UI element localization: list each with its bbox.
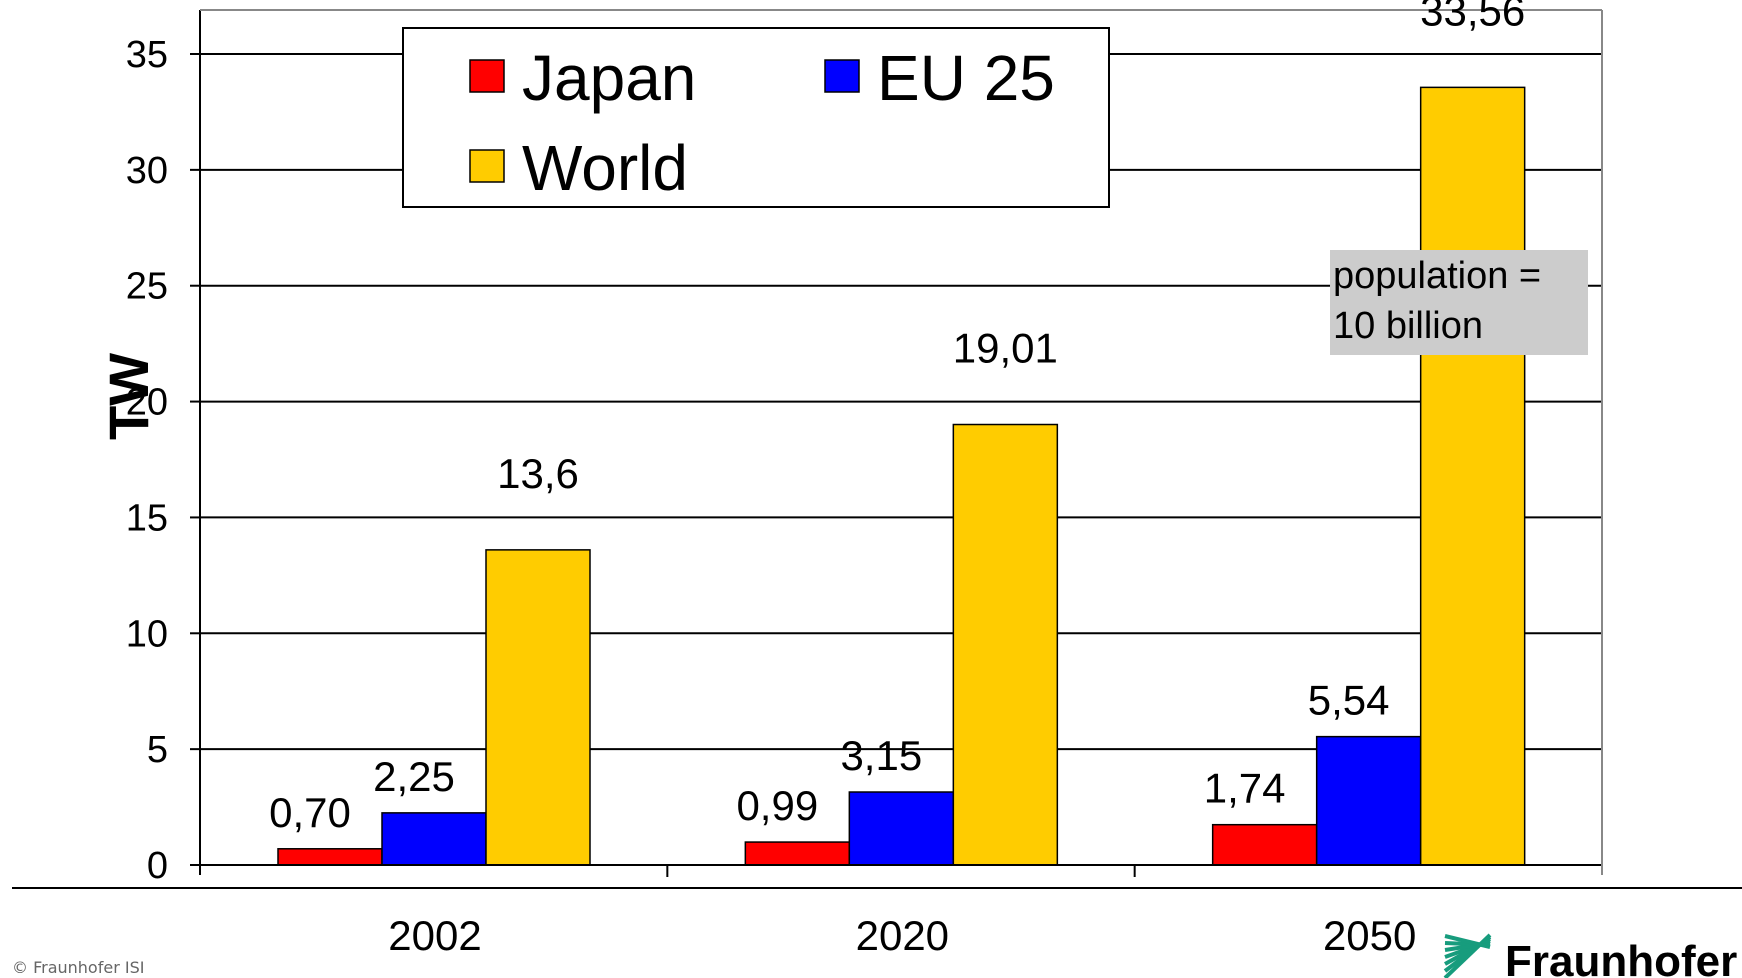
y-tick-label: 30 <box>126 150 168 192</box>
y-tick-label: 10 <box>126 613 168 655</box>
y-tick-label: 25 <box>126 266 168 308</box>
data-label: 1,74 <box>1204 765 1286 812</box>
logo-stripe <box>1444 934 1491 949</box>
data-label: 0,70 <box>269 789 351 836</box>
legend-box <box>402 27 1110 208</box>
data-label: 33,56 <box>1420 0 1525 34</box>
y-tick-label: 15 <box>126 497 168 539</box>
data-labels: 0,70 2,25 13,6 0,99 3,15 19,01 1,74 5,54 33,56 <box>269 0 1525 836</box>
legend-swatch-eu-25 <box>824 59 860 93</box>
fraunhofer-logo: Fraunhofer <box>1443 933 1737 978</box>
annotation-line-1: population = <box>1333 255 1541 297</box>
bar-world <box>952 423 1059 866</box>
annotation-line-2: 10 billion <box>1333 305 1483 347</box>
data-label: 5,54 <box>1308 677 1390 724</box>
bar-world <box>1419 86 1526 866</box>
bar-eu-25 <box>381 812 487 866</box>
bar-eu-25 <box>1315 735 1422 866</box>
data-label: 13,6 <box>497 450 579 497</box>
bar-eu-25 <box>848 791 955 866</box>
copyright-notice: © Fraunhofer ISI <box>12 958 145 977</box>
legend-label: EU 25 <box>877 42 1055 114</box>
x-tick-label: 2002 <box>388 912 481 959</box>
data-label: 19,01 <box>953 325 1058 372</box>
x-tick-labels: 2002 2020 2050 <box>388 912 1416 959</box>
data-label: 3,15 <box>840 732 922 779</box>
bar-japan <box>744 841 851 866</box>
bar-japan <box>1211 823 1318 866</box>
y-tick-label: 0 <box>147 845 168 887</box>
legend-label: World <box>522 132 688 204</box>
data-label: 0,99 <box>736 782 818 829</box>
legend: Japan EU 25 World <box>402 27 1110 208</box>
legend-swatch-world <box>469 149 505 183</box>
legend-swatch-japan <box>469 59 505 93</box>
legend-label: Japan <box>522 42 696 114</box>
y-tick-labels: 0 5 10 15 20 25 30 35 <box>126 34 168 887</box>
bar-japan <box>277 848 383 866</box>
data-label: 2,25 <box>373 753 455 800</box>
bars-group <box>277 86 1526 866</box>
x-tick-label: 2050 <box>1323 912 1416 959</box>
annotation-background <box>1330 250 1588 355</box>
fraunhofer-logo-icon <box>1443 933 1492 978</box>
y-tick-label: 20 <box>126 382 168 424</box>
y-tick-label: 35 <box>126 34 168 76</box>
x-tick-label: 2020 <box>856 912 949 959</box>
bar-world <box>485 549 591 866</box>
y-tick-label: 5 <box>147 729 168 771</box>
annotation-box: population = 10 billion <box>1330 250 1588 355</box>
y-axis-label: TW <box>97 353 160 440</box>
axes <box>199 9 1603 877</box>
logo-text: Fraunhofer <box>1505 937 1737 978</box>
